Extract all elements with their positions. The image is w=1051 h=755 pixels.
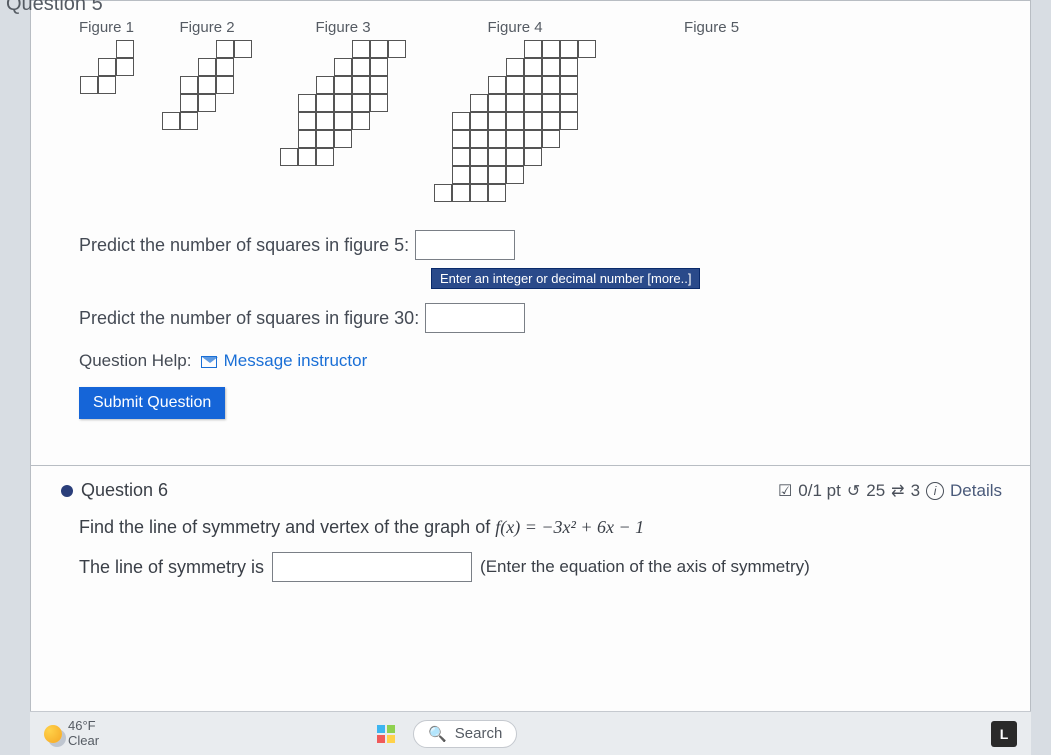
details-link[interactable]: Details xyxy=(950,481,1002,501)
predict-fig5-input[interactable] xyxy=(415,230,515,260)
weather-cond: Clear xyxy=(68,734,99,748)
input-tooltip[interactable]: Enter an integer or decimal number [more… xyxy=(431,268,700,289)
figure-4-label: Figure 4 xyxy=(488,19,543,36)
figures-row: Figure 1 Figure 2 xyxy=(79,19,1002,202)
checkbox-icon: ☑ xyxy=(778,481,792,501)
figure-4-grid xyxy=(434,40,596,202)
retry-icon: ↺ xyxy=(847,481,860,501)
question-6-title: Question 6 xyxy=(81,480,168,501)
taskbar: 46°F Clear 🔍 Search L xyxy=(30,711,1031,755)
question-5-header: Question 5 xyxy=(6,0,103,16)
taskbar-l-badge[interactable]: L xyxy=(991,721,1017,747)
retries-text: 25 xyxy=(866,481,885,501)
search-placeholder: Search xyxy=(455,725,503,742)
symmetry-label: The line of symmetry is xyxy=(79,557,264,578)
taskbar-search[interactable]: 🔍 Search xyxy=(413,720,517,748)
question-5-body: Figure 1 Figure 2 xyxy=(31,1,1030,437)
figure-3-grid xyxy=(280,40,406,166)
symmetry-input[interactable] xyxy=(272,552,472,582)
figure-2-grid xyxy=(162,40,252,130)
figure-4: Figure 4 xyxy=(434,19,596,202)
q6-prompt-text: Find the line of symmetry and vertex of … xyxy=(79,517,495,537)
submit-question-button[interactable]: Submit Question xyxy=(79,387,225,419)
score-text: 0/1 pt xyxy=(798,481,841,501)
question-6-meta: ☑ 0/1 pt ↺ 25 ⇄ 3 i Details xyxy=(778,481,1002,501)
swap-icon: ⇄ xyxy=(891,481,904,501)
weather-icon xyxy=(44,725,62,743)
q6-function: f(x) = −3x² + 6x − 1 xyxy=(495,517,644,537)
figure-3: Figure 3 xyxy=(280,19,406,166)
predict-fig30-input[interactable] xyxy=(425,303,525,333)
figure-5-label: Figure 5 xyxy=(684,19,739,36)
attempts-text: 3 xyxy=(911,481,920,501)
question-6-header: Question 6 ☑ 0/1 pt ↺ 25 ⇄ 3 i Details xyxy=(31,466,1030,511)
question-6-bullet-icon xyxy=(61,485,73,497)
windows-start-icon[interactable] xyxy=(377,725,395,743)
symmetry-hint: (Enter the equation of the axis of symme… xyxy=(480,557,810,577)
search-icon: 🔍 xyxy=(428,725,447,743)
message-instructor-link[interactable]: Message instructor xyxy=(224,351,368,370)
question-help-row: Question Help: Message instructor xyxy=(79,351,1002,371)
predict-fig5-label: Predict the number of squares in figure … xyxy=(79,235,409,256)
figure-1: Figure 1 xyxy=(79,19,134,94)
figure-2-label: Figure 2 xyxy=(180,19,235,36)
weather-temp: 46°F xyxy=(68,719,99,733)
predict-fig30-row: Predict the number of squares in figure … xyxy=(79,303,1002,333)
question-6-body: Find the line of symmetry and vertex of … xyxy=(31,511,1030,582)
figure-3-label: Figure 3 xyxy=(316,19,371,36)
predict-fig30-label: Predict the number of squares in figure … xyxy=(79,308,419,329)
envelope-icon xyxy=(201,356,217,368)
info-icon[interactable]: i xyxy=(926,482,944,500)
predict-fig5-row: Predict the number of squares in figure … xyxy=(79,230,1002,260)
figure-1-grid xyxy=(80,40,134,94)
figure-2: Figure 2 xyxy=(162,19,252,130)
figure-1-label: Figure 1 xyxy=(79,19,134,36)
q6-prompt: Find the line of symmetry and vertex of … xyxy=(79,517,1002,538)
weather-widget[interactable]: 46°F Clear xyxy=(44,719,99,748)
question-help-label: Question Help: xyxy=(79,351,191,370)
symmetry-row: The line of symmetry is (Enter the equat… xyxy=(79,552,1002,582)
